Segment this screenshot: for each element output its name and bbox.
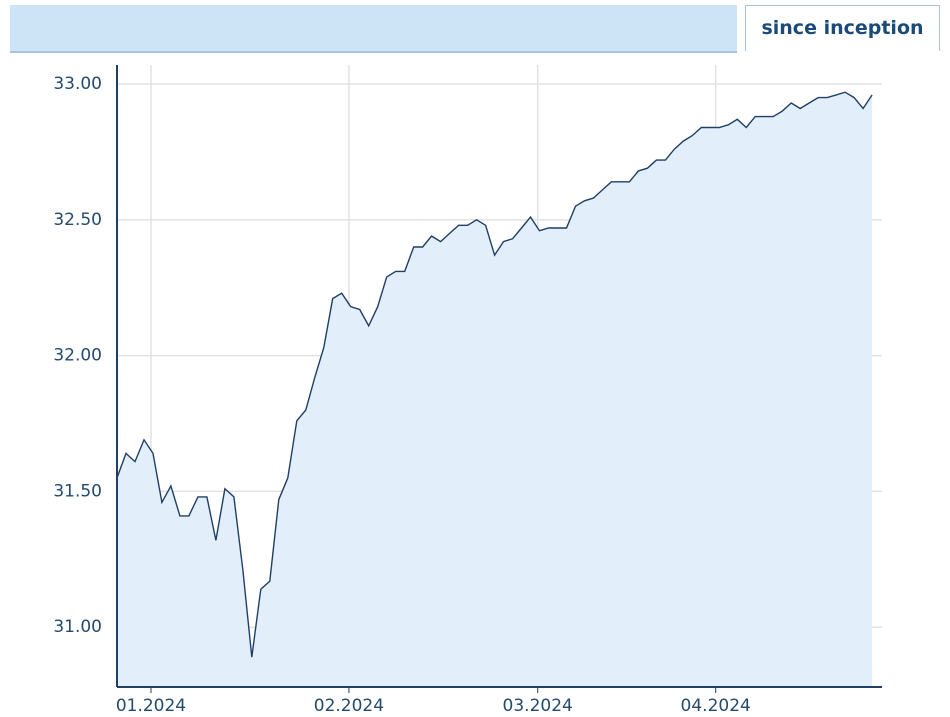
y-tick-label: 32.00 — [53, 346, 102, 366]
line — [116, 91, 873, 658]
y-tick-label: 31.00 — [53, 617, 102, 637]
y-tick-label: 33.00 — [53, 74, 102, 94]
y-tick-label: 31.50 — [53, 481, 102, 501]
x-tick-label: 01.2024 — [116, 696, 186, 716]
x-tick-label: 03.2024 — [503, 696, 573, 716]
y-tick-label: 32.50 — [53, 210, 102, 230]
x-tick-label: 02.2024 — [314, 696, 384, 716]
x-tick-label: 04.2024 — [681, 696, 751, 716]
tab-bar — [10, 5, 737, 53]
area-fill — [117, 92, 873, 687]
tab[interactable]: since inception — [745, 5, 940, 51]
